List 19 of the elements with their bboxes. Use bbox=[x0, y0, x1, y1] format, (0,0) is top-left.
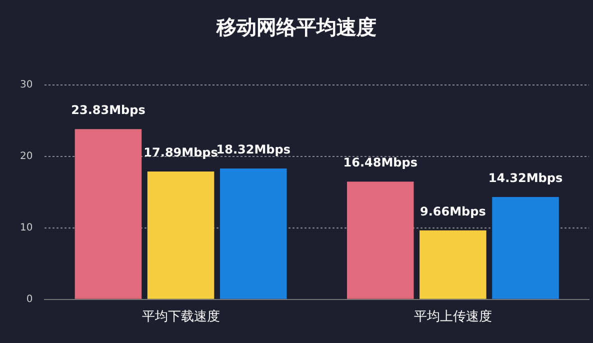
bar bbox=[420, 230, 486, 299]
chart-title: 移动网络平均速度 bbox=[215, 14, 378, 41]
data-label: 17.89Mbps bbox=[144, 146, 218, 160]
bar bbox=[492, 197, 559, 299]
bar bbox=[147, 172, 214, 299]
y-tick-label: 10 bbox=[20, 222, 33, 234]
x-tick-label: 平均下载速度 bbox=[142, 308, 220, 325]
bar bbox=[74, 129, 142, 299]
data-label: 14.32Mbps bbox=[488, 171, 563, 186]
y-tick-label: 20 bbox=[20, 151, 33, 162]
data-label: 16.48Mbps bbox=[343, 156, 418, 170]
data-label: 9.66Mbps bbox=[420, 204, 486, 218]
y-tick-label: 30 bbox=[20, 80, 33, 91]
data-label: 23.83Mbps bbox=[71, 103, 146, 118]
bar bbox=[220, 168, 287, 299]
x-tick-label: 平均上传速度 bbox=[414, 308, 492, 325]
bar bbox=[346, 182, 414, 299]
data-label: 18.32Mbps bbox=[216, 142, 290, 157]
y-tick-label: 0 bbox=[26, 294, 33, 305]
